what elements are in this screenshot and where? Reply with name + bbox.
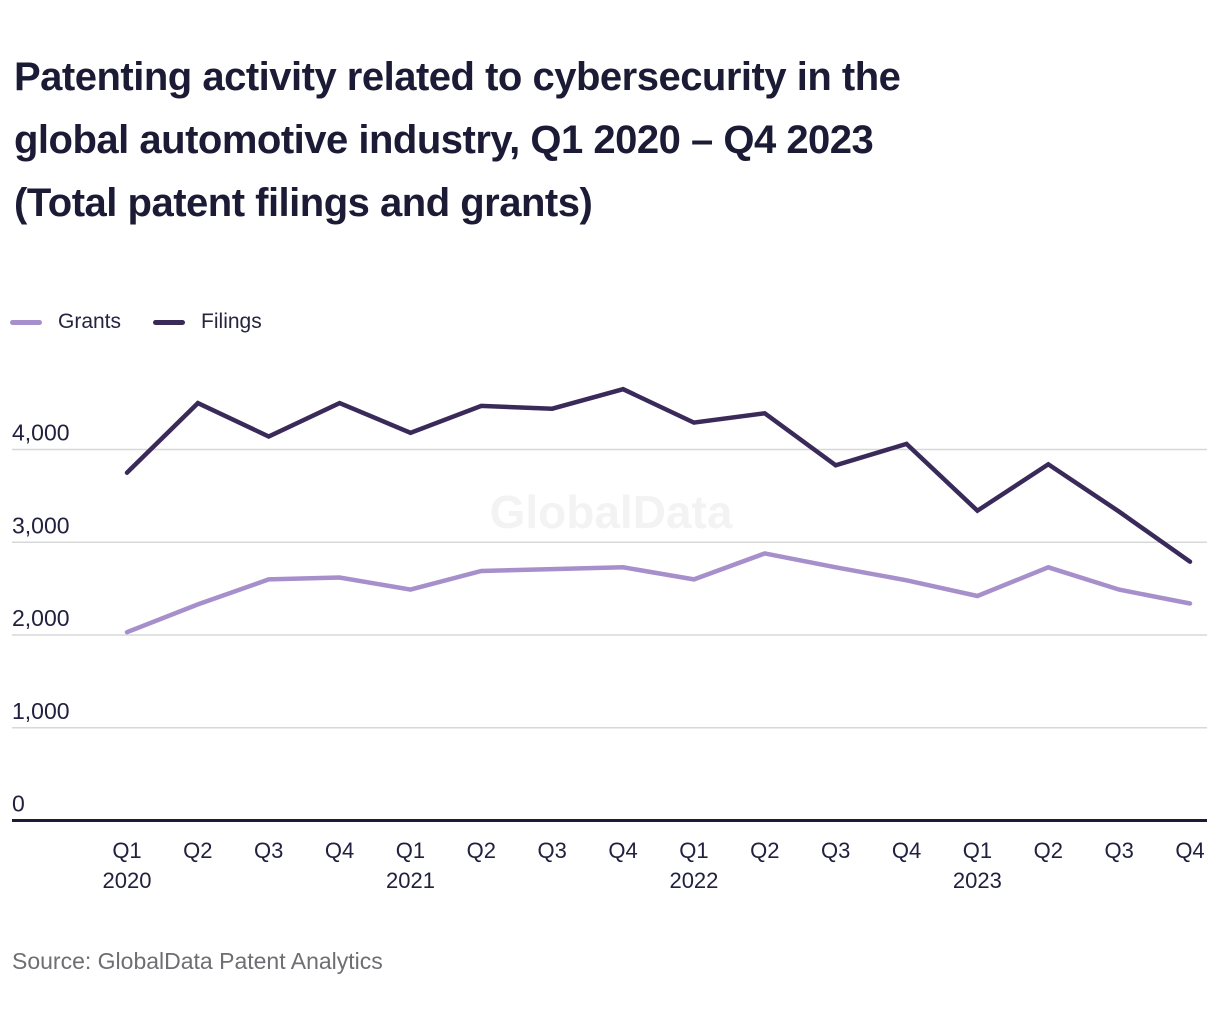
legend-item-grants[interactable]: Grants	[10, 310, 121, 334]
source-note: Source: GlobalData Patent Analytics	[12, 948, 383, 974]
y-tick-label: 1,000	[12, 698, 70, 724]
x-year-label: 2023	[953, 868, 1002, 893]
x-tick-label: Q3	[821, 838, 850, 863]
x-tick-label: Q1	[679, 838, 708, 863]
grants-line	[124, 551, 1193, 635]
x-tick-label: Q1	[112, 838, 141, 863]
chart-title-line-3: (Total patent filings and grants)	[14, 181, 593, 225]
y-tick-label: 4,000	[12, 420, 70, 446]
x-tick-label: Q3	[254, 838, 283, 863]
x-year-label: 2020	[103, 868, 152, 893]
x-tick-label: Q3	[1104, 838, 1133, 863]
watermark: GlobalData	[489, 486, 733, 538]
x-tick-label: Q4	[608, 838, 637, 863]
x-tick-label: Q2	[750, 838, 779, 863]
x-tick-label: Q2	[467, 838, 496, 863]
x-tick-label: Q4	[892, 838, 921, 863]
x-tick-label: Q4	[1175, 838, 1204, 863]
chart-title-line-2: global automotive industry, Q1 2020 – Q4…	[14, 118, 874, 162]
y-tick-label: 2,000	[12, 605, 70, 631]
legend: Grants Filings	[10, 306, 262, 338]
filings-line	[124, 386, 1193, 564]
legend-item-filings[interactable]: Filings	[153, 310, 262, 334]
x-year-label: 2022	[669, 868, 718, 893]
y-tick-label: 3,000	[12, 512, 70, 538]
chart-title: Patenting activity related to cybersecur…	[14, 46, 901, 235]
x-tick-label: Q2	[1034, 838, 1063, 863]
x-tick-label: Q1	[396, 838, 425, 863]
x-tick-label: Q1	[963, 838, 992, 863]
x-tick-label: Q3	[538, 838, 567, 863]
x-year-label: 2021	[386, 868, 435, 893]
x-tick-label: Q4	[325, 838, 354, 863]
grants-line-swatch-icon	[10, 319, 42, 325]
filings-line-swatch-icon	[153, 319, 186, 325]
legend-label-grants: Grants	[58, 310, 122, 333]
line-chart-canvas: 0 1,000 2,000 3,000 4,000 Q1 2020 Q2 Q3 Q4 Q1 2021 Q…	[12, 386, 1207, 893]
y-tick-label: 0	[12, 791, 25, 817]
chart-title-line-1: Patenting activity related to cybersecur…	[14, 55, 901, 99]
legend-label-filings: Filings	[201, 310, 262, 333]
x-tick-label: Q2	[183, 838, 212, 863]
